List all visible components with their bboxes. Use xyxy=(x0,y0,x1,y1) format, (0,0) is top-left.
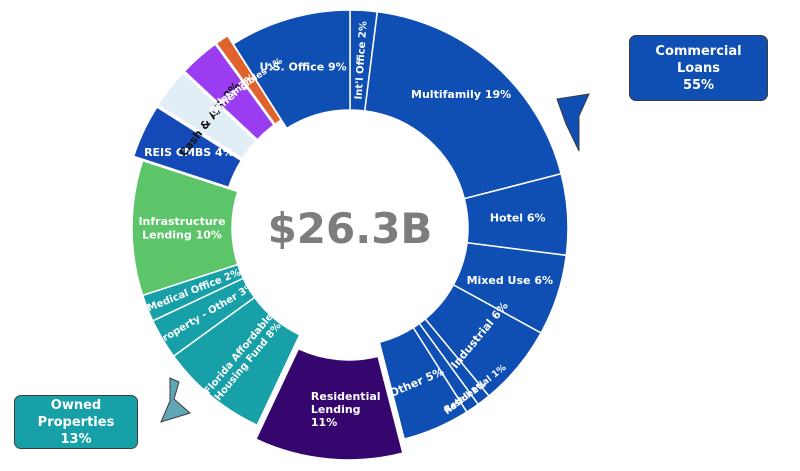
slice-cash-a-r-3 xyxy=(156,71,258,160)
commercial-callout-line-2: Loans xyxy=(677,60,720,76)
slice-other-5 xyxy=(378,326,468,441)
slice-u-s-office-9 xyxy=(232,9,351,130)
commercial-chevron-arrow xyxy=(556,93,590,152)
slice-infrastructure-lending-10 xyxy=(131,159,239,297)
slice-reis-cmbs-4 xyxy=(132,105,243,189)
slice-label-residential-lending-11: Residential Lending 11% xyxy=(311,390,381,429)
commercial-callout-line-3: 55% xyxy=(682,77,715,93)
slice-label-hotel-6: Hotel 6% xyxy=(490,211,546,224)
owned-callout-line-1: Owned xyxy=(50,397,102,413)
slice-other-3 xyxy=(183,43,276,141)
owned-callout-line-3: 13% xyxy=(60,431,92,447)
owned-properties-callout: Owned Properties 13% xyxy=(14,395,138,449)
slice-multifamily-19 xyxy=(363,10,563,200)
owned-chevron-arrow xyxy=(160,377,192,423)
commercial-callout-line-1: Commercial xyxy=(655,43,742,59)
slice-label-reis-cmbs-4: REIS CMBS 4% xyxy=(144,146,234,159)
slice-label-multifamily-19: Multifamily 19% xyxy=(411,88,511,101)
slice-label-u-s-office-9: U.S. Office 9% xyxy=(260,61,347,74)
commercial-loans-callout: Commercial Loans 55% xyxy=(629,35,768,101)
slice-label-intl-office-2: Int'l Office 2% xyxy=(354,21,370,100)
slice-label-mixed-use-6: Mixed Use 6% xyxy=(467,274,553,287)
slice-residential-lending-11 xyxy=(254,347,404,461)
center-total-label: $26.3B xyxy=(268,204,433,253)
slice-label-infrastructure-lending-10: Infrastructure Lending 10% xyxy=(138,215,225,241)
owned-callout-line-2: Properties xyxy=(37,414,115,430)
